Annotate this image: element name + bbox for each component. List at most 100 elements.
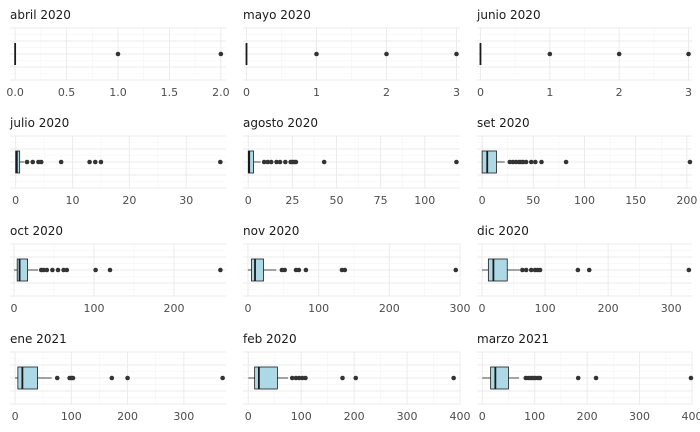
x-tick-label: 1 [546, 86, 553, 99]
outlier-point [277, 159, 283, 165]
outlier-point [125, 375, 130, 381]
x-tick-label: 2.0 [212, 86, 230, 99]
box-iqr [487, 258, 508, 282]
outlier-point [218, 159, 223, 165]
panel-title: dic 2020 [477, 224, 529, 238]
x-tick-label: 0.0 [6, 86, 24, 99]
panel-title: set 2020 [477, 116, 530, 130]
x-tick-label: 2 [383, 86, 390, 99]
outlier-point [528, 159, 534, 165]
x-tick-label: 300 [629, 410, 650, 423]
x-tick-label: 1.0 [109, 86, 127, 99]
x-tick-label: 0 [479, 194, 486, 207]
outlier-point [528, 267, 534, 273]
outlier-point [44, 267, 50, 273]
outlier-point [537, 267, 543, 273]
x-tick-label: 50 [330, 194, 344, 207]
panel-title: abril 2020 [10, 8, 71, 22]
outlier-point [523, 267, 529, 273]
x-tick-label: 3 [453, 86, 460, 99]
panel-title: mayo 2020 [243, 8, 311, 22]
x-tick-label: 3 [685, 86, 692, 99]
outlier-point [282, 267, 288, 273]
outlier-point [87, 159, 92, 165]
outlier-point [453, 267, 459, 273]
x-tick-label: 0 [245, 194, 252, 207]
outlier-point [220, 375, 225, 381]
outlier-point [303, 375, 308, 381]
outlier-point [575, 267, 581, 273]
outlier-point [547, 51, 553, 57]
x-tick-label: 0 [12, 194, 19, 207]
outlier-point [24, 159, 30, 165]
outlier-point [616, 51, 622, 57]
box-iqr [16, 258, 29, 282]
outlier-point [687, 159, 693, 165]
panel-6: 0 100 200 oct 2020 [10, 224, 226, 315]
outlier-point [218, 51, 224, 57]
outlier-point [314, 51, 319, 57]
panel-title: feb 2020 [243, 332, 297, 346]
x-tick-label: 300 [661, 302, 682, 315]
x-tick-label: 100 [524, 410, 545, 423]
panel-4: 0 25 50 75 100 agosto 2020 [243, 116, 460, 207]
x-tick-label: 50 [526, 194, 540, 207]
x-tick-label: 100 [414, 194, 435, 207]
outlier-point [523, 159, 529, 165]
x-tick-label: 25 [285, 194, 299, 207]
x-tick-label: 1.5 [161, 86, 179, 99]
outlier-point [107, 267, 113, 273]
x-tick-label: 0 [244, 302, 251, 315]
x-tick-label: 0 [245, 410, 252, 423]
outlier-point [261, 159, 267, 165]
outlier-point [688, 375, 694, 381]
outlier-point [268, 159, 274, 165]
panel-title: agosto 2020 [243, 116, 318, 130]
outlier-point [109, 375, 115, 381]
outlier-point [593, 375, 599, 381]
outlier-point [293, 159, 299, 165]
x-tick-label: 0 [479, 410, 486, 423]
outlier-point [563, 159, 569, 165]
outlier-point [303, 267, 309, 273]
x-tick-label: 1 [313, 86, 320, 99]
outlier-point [98, 159, 104, 165]
outlier-point [454, 159, 459, 165]
x-tick-label: 200 [676, 194, 697, 207]
x-tick-label: 100 [308, 302, 329, 315]
outlier-point [686, 267, 692, 273]
box-iqr [254, 366, 278, 390]
x-tick-label: 200 [379, 302, 400, 315]
x-tick-label: 200 [344, 410, 365, 423]
x-tick-label: 400 [682, 410, 700, 423]
x-tick-label: 100 [574, 194, 595, 207]
x-tick-label: 400 [450, 410, 471, 423]
x-tick-label: 75 [374, 194, 388, 207]
outlier-point [30, 159, 36, 165]
box-iqr [17, 366, 38, 390]
outlier-point [340, 375, 345, 381]
x-tick-label: 30 [179, 194, 193, 207]
outlier-point [54, 375, 60, 381]
panel-5: 0 50 100 150 200 set 2020 [477, 116, 697, 207]
outlier-point [321, 159, 327, 165]
outlier-point [41, 267, 46, 273]
x-tick-label: 200 [577, 410, 598, 423]
x-tick-label: 0 [243, 86, 250, 99]
outlier-point [384, 51, 389, 57]
outlier-point [299, 375, 305, 381]
outlier-point [50, 267, 55, 273]
panel-0: 0.0 0.5 1.0 1.5 2.0 abril 2020 [6, 8, 229, 99]
outlier-point [58, 159, 64, 165]
panel-7: 0 100 200 300 nov 2020 [243, 224, 471, 315]
box-iqr [251, 258, 264, 282]
x-tick-label: 200 [164, 302, 185, 315]
outlier-point [92, 159, 98, 165]
box-iqr [490, 366, 509, 390]
outlier-point [265, 159, 270, 165]
x-tick-label: 200 [117, 410, 138, 423]
panel-title: ene 2021 [10, 332, 67, 346]
x-tick-label: 100 [61, 410, 82, 423]
panel-title: marzo 2021 [477, 332, 549, 346]
panel-3: 0 10 20 30 julio 2020 [9, 116, 226, 207]
